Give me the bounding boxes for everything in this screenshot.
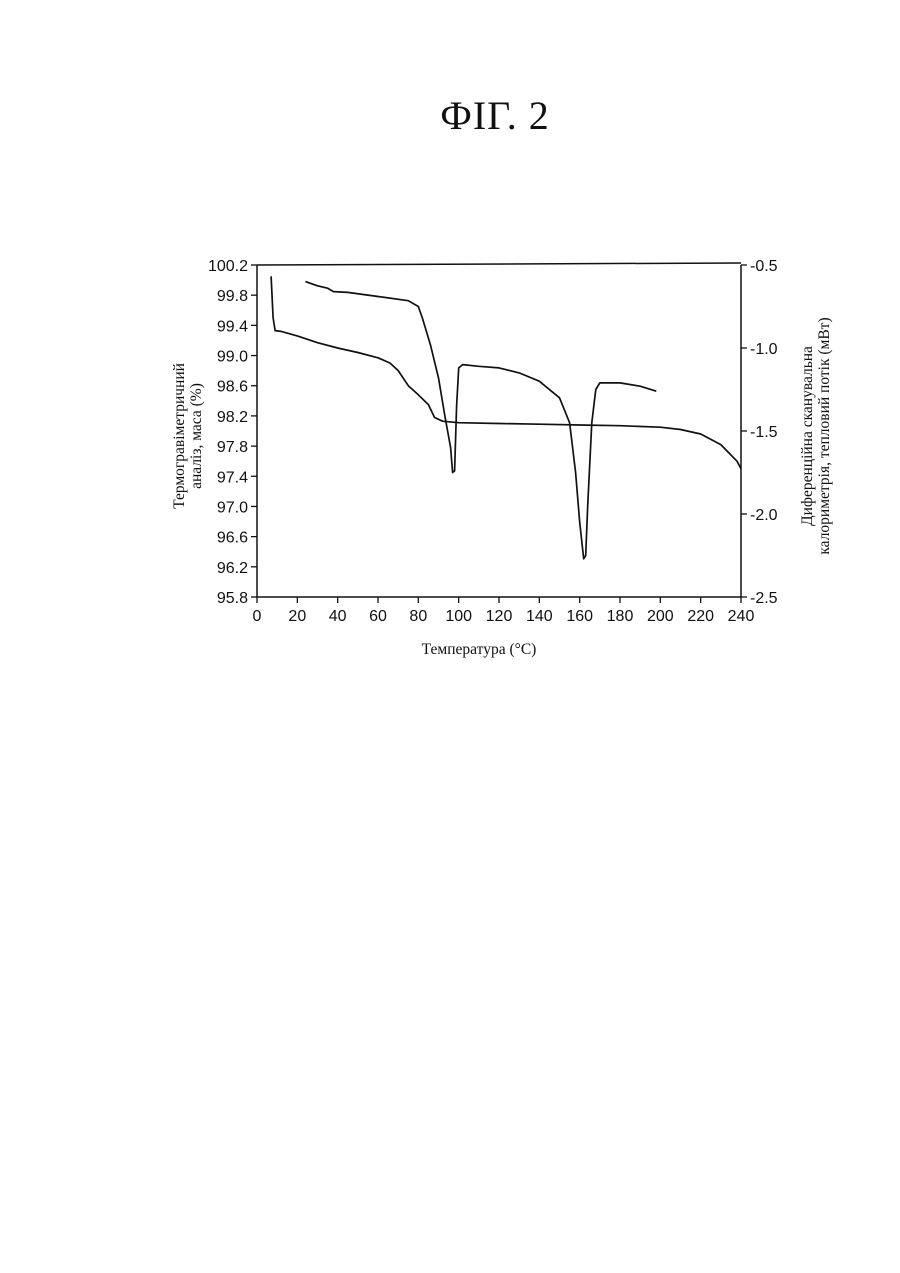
y-left-tick-label: 95.8 (217, 590, 248, 607)
y-left-tick-label: 98.2 (217, 409, 248, 426)
y-left-tick-label: 100.2 (208, 258, 248, 275)
x-tick-label: 140 (526, 608, 553, 625)
y-right-tick-label: -2.0 (750, 507, 778, 524)
y-right-axis-label: Диференційна сканувальна (799, 346, 816, 526)
y-left-tick-label: 98.6 (217, 379, 248, 396)
x-tick-label: 120 (486, 608, 513, 625)
x-tick-label: 20 (288, 608, 306, 625)
x-tick-label: 100 (445, 608, 472, 625)
x-tick-label: 180 (607, 608, 634, 625)
tga-series-line (271, 276, 741, 468)
y-left-tick-label: 99.0 (217, 349, 248, 366)
y-left-axis-label: аналіз, маса (%) (188, 383, 205, 489)
y-left-tick-label: 97.8 (217, 439, 248, 456)
y-right-tick-label: -1.5 (750, 424, 778, 441)
x-tick-label: 160 (566, 608, 593, 625)
x-tick-label: 80 (409, 608, 427, 625)
x-tick-label: 220 (687, 608, 714, 625)
y-left-tick-label: 99.4 (217, 318, 248, 335)
chart-series (271, 276, 741, 559)
x-tick-label: 0 (253, 608, 262, 625)
x-tick-label: 40 (329, 608, 347, 625)
chart-axes (257, 263, 741, 597)
x-axis-label: Температура (°C) (422, 641, 537, 658)
y-right-tick-label: -2.5 (750, 590, 778, 607)
y-left-tick-label: 96.6 (217, 530, 248, 547)
y-left-tick-label: 96.2 (217, 560, 248, 577)
y-left-tick-label: 97.4 (217, 469, 248, 486)
y-right-tick-label: -0.5 (750, 258, 778, 275)
y-right-tick-label: -1.0 (750, 341, 778, 358)
chart-ticks: 0 20 40 60 80 100 120 140 160 180 200 220 240 100.2 99… (208, 258, 778, 625)
y-left-axis-label: Термогравіметричний (171, 363, 188, 509)
y-left-tick-label: 97.0 (217, 499, 248, 516)
top-axis-line (257, 263, 741, 265)
x-tick-label: 200 (647, 608, 674, 625)
x-tick-label: 240 (728, 608, 755, 625)
dsc-series-line (305, 282, 656, 559)
y-right-axis-label: калориметрія, тепловий потік (мВт) (816, 317, 833, 554)
y-left-tick-label: 99.8 (217, 288, 248, 305)
x-tick-label: 60 (369, 608, 387, 625)
